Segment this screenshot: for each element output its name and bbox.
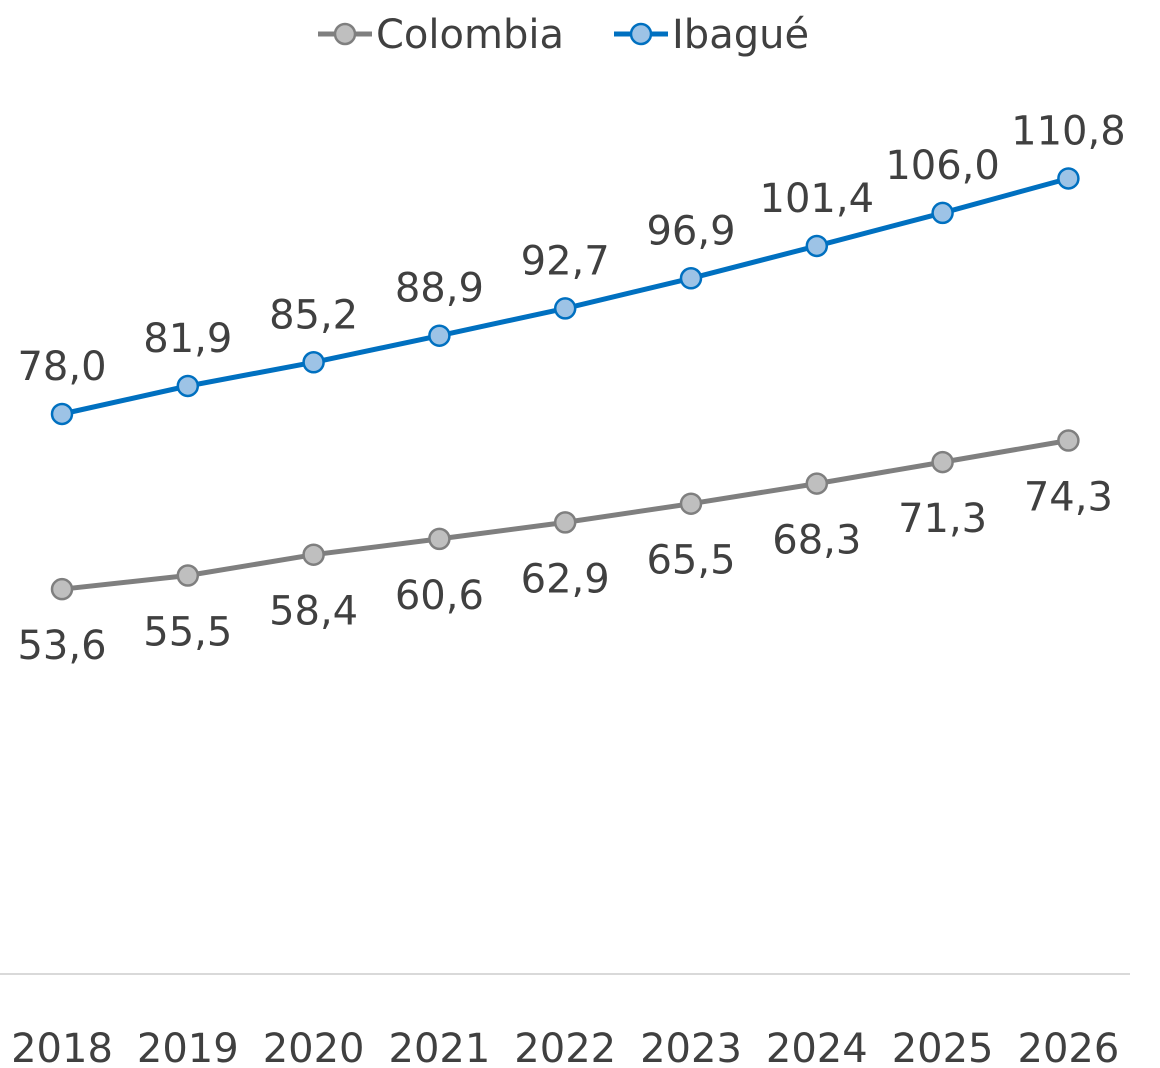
legend: Colombia Ibagué — [318, 12, 809, 58]
data-label-ibague-2021: 88,9 — [395, 266, 484, 312]
data-label-ibague-2026: 110,8 — [1011, 108, 1126, 154]
data-label-ibague-2022: 92,7 — [521, 238, 610, 284]
series-layer: 53,6 55,5 58,4 60,6 62,9 65,5 68,3 71,3 74,3 78,0… — [17, 108, 1125, 669]
legend-label-colombia: Colombia — [376, 12, 564, 58]
x-tick-label-2024: 2024 — [766, 1026, 868, 1068]
data-point-colombia-2025 — [931, 450, 954, 474]
data-label-ibague-2024: 101,4 — [760, 176, 875, 222]
x-tick-label-2019: 2019 — [137, 1026, 239, 1068]
data-point-ibague-2025 — [931, 201, 954, 225]
data-point-colombia-2021 — [428, 527, 451, 551]
x-tick-labels: 2018 2019 2020 2021 2022 2023 2024 2025 2026 — [11, 1026, 1119, 1068]
data-point-ibague-2020 — [302, 351, 325, 374]
data-label-colombia-2026: 74,3 — [1024, 475, 1113, 521]
data-label-colombia-2022: 62,9 — [521, 556, 610, 602]
data-point-ibague-2026 — [1057, 167, 1080, 190]
data-point-ibague-2023 — [679, 267, 703, 290]
x-tick-label-2018: 2018 — [11, 1026, 113, 1068]
legend-marker-colombia — [333, 22, 357, 46]
x-tick-label-2022: 2022 — [514, 1026, 616, 1068]
data-label-ibague-2020: 85,2 — [269, 292, 358, 338]
x-tick-label-2025: 2025 — [892, 1026, 994, 1068]
data-label-colombia-2025: 71,3 — [898, 496, 987, 542]
data-label-colombia-2018: 53,6 — [17, 623, 106, 669]
data-label-ibague-2023: 96,9 — [646, 208, 735, 254]
data-point-colombia-2019 — [176, 564, 200, 587]
data-point-colombia-2026 — [1057, 429, 1080, 452]
data-point-ibague-2018 — [50, 402, 74, 426]
data-label-ibague-2019: 81,9 — [143, 316, 232, 362]
series-colombia: 53,6 55,5 58,4 60,6 62,9 65,5 68,3 71,3 74,3 — [17, 429, 1113, 669]
x-tick-label-2026: 2026 — [1018, 1026, 1120, 1068]
legend-label-ibague: Ibagué — [672, 12, 809, 58]
data-label-ibague-2018: 78,0 — [17, 344, 106, 390]
series-line-ibague — [59, 176, 1071, 417]
data-point-ibague-2024 — [805, 234, 829, 258]
data-point-colombia-2023 — [679, 492, 703, 515]
data-point-colombia-2022 — [553, 511, 577, 534]
data-point-colombia-2024 — [805, 472, 829, 495]
data-point-ibague-2021 — [428, 324, 451, 347]
legend-item-colombia: Colombia — [318, 12, 564, 58]
data-label-ibague-2025: 106,0 — [885, 143, 1000, 189]
data-label-colombia-2023: 65,5 — [646, 538, 735, 584]
legend-item-ibague: Ibagué — [614, 12, 809, 58]
data-label-colombia-2021: 60,6 — [395, 573, 484, 619]
x-tick-label-2021: 2021 — [389, 1026, 491, 1068]
data-label-colombia-2020: 58,4 — [269, 589, 358, 635]
data-point-colombia-2018 — [50, 577, 74, 601]
x-tick-label-2020: 2020 — [263, 1026, 365, 1068]
x-tick-label-2023: 2023 — [640, 1026, 742, 1068]
data-point-ibague-2022 — [553, 297, 577, 320]
legend-marker-ibague — [629, 22, 653, 46]
data-label-colombia-2024: 68,3 — [772, 518, 861, 564]
data-point-ibague-2019 — [176, 374, 200, 398]
data-label-colombia-2019: 55,5 — [143, 610, 232, 656]
data-point-colombia-2020 — [302, 543, 325, 566]
